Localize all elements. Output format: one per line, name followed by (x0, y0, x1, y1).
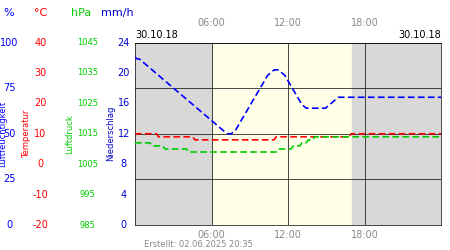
Text: Temperatur: Temperatur (22, 110, 32, 158)
Text: 12:00: 12:00 (274, 18, 302, 28)
Text: 1045: 1045 (77, 38, 98, 47)
Text: Erstellt: 02.06.2025 20:35: Erstellt: 02.06.2025 20:35 (144, 240, 253, 249)
Text: 30.10.18: 30.10.18 (398, 30, 441, 40)
Text: 18:00: 18:00 (351, 18, 378, 28)
Text: 06:00: 06:00 (198, 18, 225, 28)
Text: 20: 20 (34, 98, 47, 108)
Text: 30.10.18: 30.10.18 (135, 30, 178, 40)
Text: 0: 0 (37, 159, 44, 169)
Text: 25: 25 (3, 174, 15, 184)
Text: 8: 8 (121, 159, 127, 169)
Text: Luftfeuchtigkeit: Luftfeuchtigkeit (0, 101, 7, 167)
Text: 1005: 1005 (77, 160, 98, 169)
Text: 40: 40 (34, 38, 47, 48)
Text: 30: 30 (34, 68, 47, 78)
Text: 0: 0 (121, 220, 127, 230)
Text: °C: °C (34, 8, 47, 18)
Bar (352, 42, 441, 225)
Text: 50: 50 (3, 129, 15, 139)
Text: 16: 16 (117, 98, 130, 108)
Bar (213, 42, 352, 225)
Text: 10: 10 (34, 129, 47, 139)
Text: 1035: 1035 (77, 68, 98, 78)
Text: 985: 985 (80, 220, 96, 230)
Text: mm/h: mm/h (101, 8, 133, 18)
Text: 24: 24 (117, 38, 130, 48)
Text: 4: 4 (121, 190, 127, 200)
Text: 995: 995 (80, 190, 95, 199)
Text: 0: 0 (6, 220, 12, 230)
Text: 1025: 1025 (77, 99, 98, 108)
Text: -20: -20 (32, 220, 49, 230)
Text: Niederschlag: Niederschlag (106, 106, 115, 162)
Bar (135, 42, 213, 225)
Text: Luftdruck: Luftdruck (65, 114, 74, 154)
Text: 1015: 1015 (77, 129, 98, 138)
Text: 20: 20 (117, 68, 130, 78)
Text: -10: -10 (32, 190, 49, 200)
Text: 100: 100 (0, 38, 18, 48)
Text: hPa: hPa (71, 8, 91, 18)
Text: %: % (4, 8, 14, 18)
Text: 75: 75 (3, 83, 15, 93)
Text: 12: 12 (117, 129, 130, 139)
